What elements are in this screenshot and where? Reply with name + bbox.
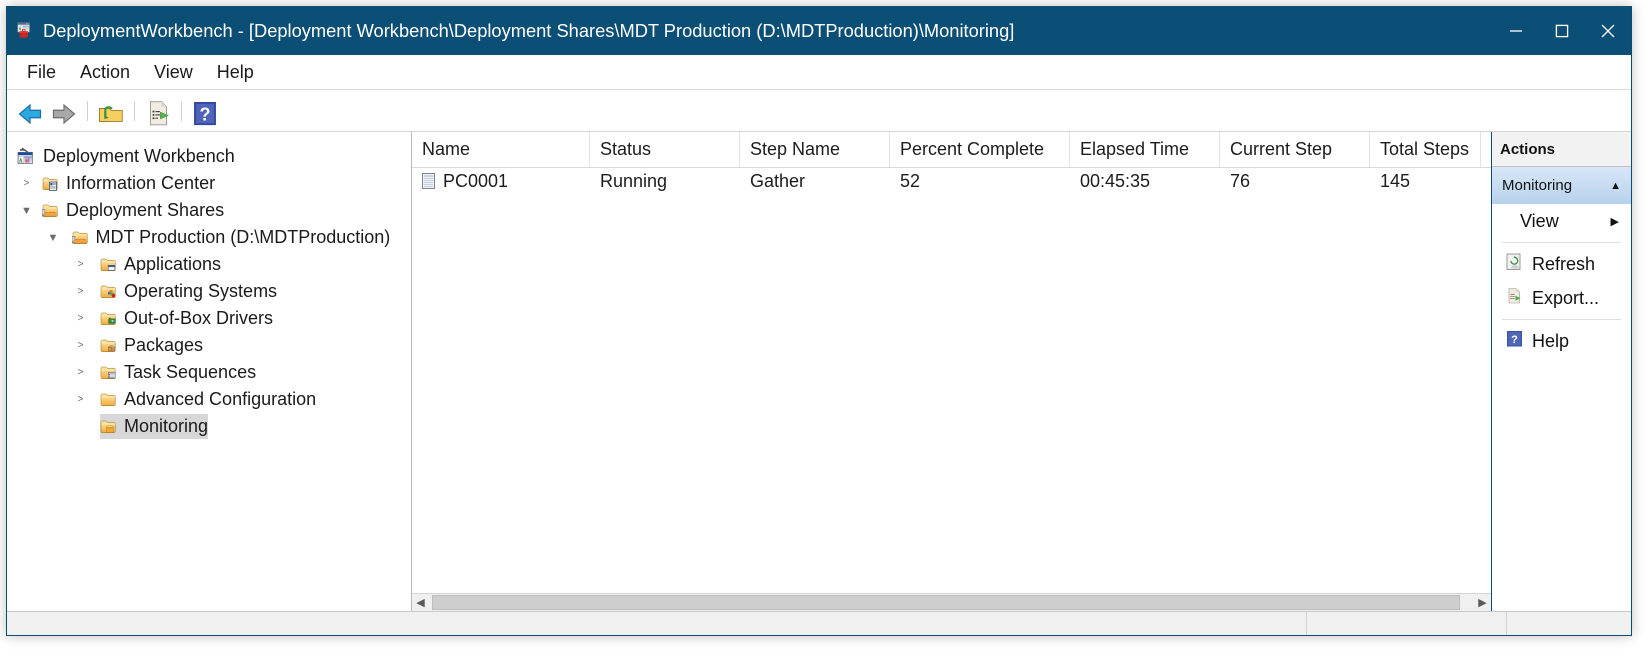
svg-text:?: ? (1511, 334, 1518, 346)
svg-text:?: ? (200, 104, 211, 124)
